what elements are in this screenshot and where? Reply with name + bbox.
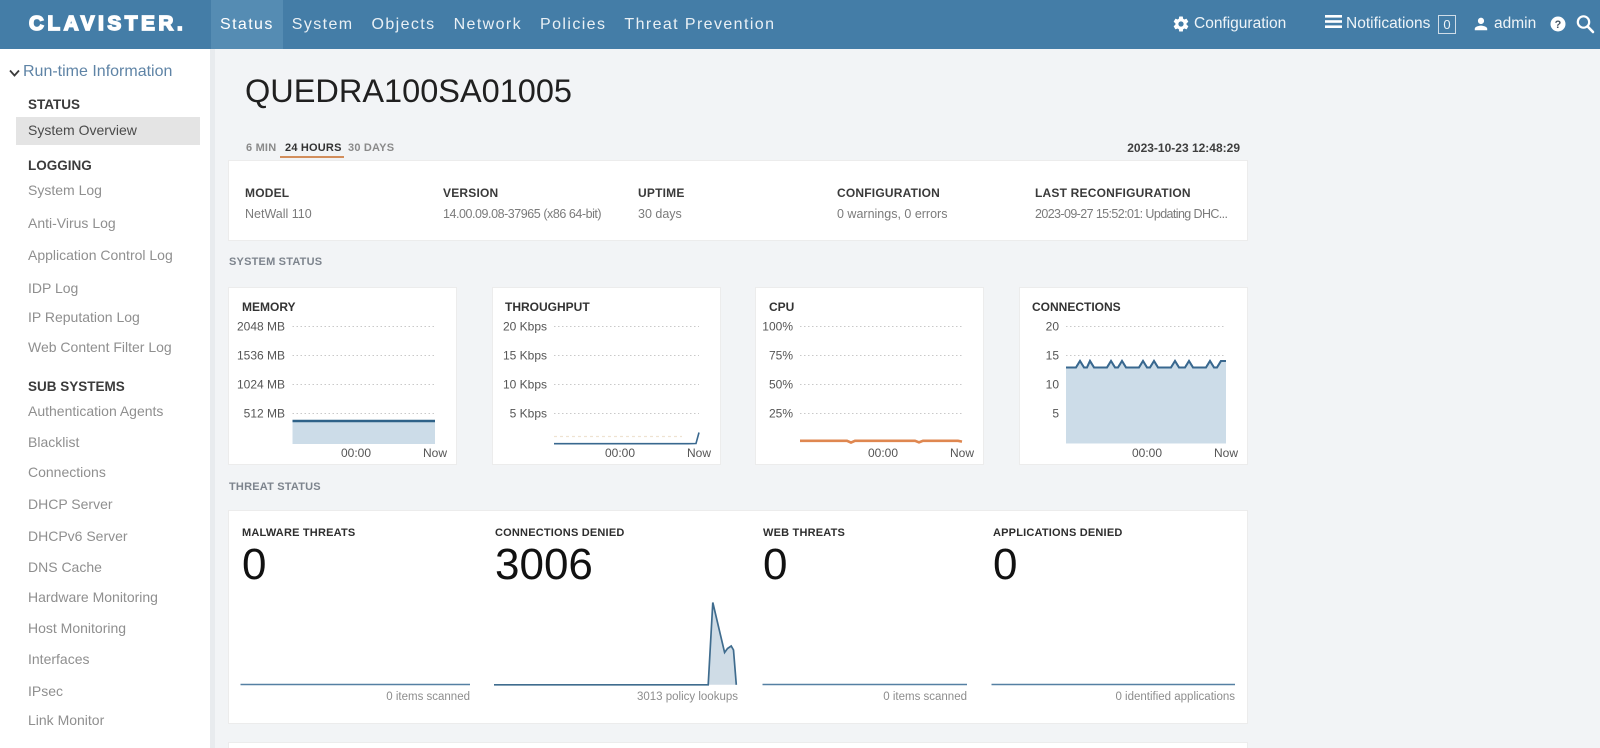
- svg-text:75%: 75%: [769, 349, 793, 363]
- svg-text:Now: Now: [950, 446, 974, 460]
- svg-text:00:00: 00:00: [604, 446, 634, 460]
- svg-text:15 Kbps: 15 Kbps: [502, 349, 546, 363]
- svg-text:Now: Now: [1213, 446, 1237, 460]
- svg-text:00:00: 00:00: [1131, 446, 1161, 460]
- svg-text:1024 MB: 1024 MB: [237, 378, 285, 392]
- svg-text:Now: Now: [686, 446, 710, 460]
- svg-text:5: 5: [1052, 407, 1059, 421]
- svg-text:00:00: 00:00: [341, 446, 371, 460]
- svg-text:100%: 100%: [762, 320, 793, 334]
- svg-text:15: 15: [1045, 349, 1059, 363]
- svg-text:20 Kbps: 20 Kbps: [502, 320, 546, 334]
- svg-text:00:00: 00:00: [868, 446, 898, 460]
- svg-text:512 MB: 512 MB: [244, 407, 285, 421]
- svg-text:10: 10: [1045, 378, 1059, 392]
- svg-text:5 Kbps: 5 Kbps: [509, 407, 546, 421]
- svg-text:Now: Now: [423, 446, 447, 460]
- svg-text:50%: 50%: [769, 378, 793, 392]
- svg-text:10 Kbps: 10 Kbps: [502, 378, 546, 392]
- svg-text:20: 20: [1045, 320, 1059, 334]
- svg-text:25%: 25%: [769, 407, 793, 421]
- svg-text:2048 MB: 2048 MB: [237, 320, 285, 334]
- svg-text:?: ?: [1555, 19, 1562, 31]
- svg-text:1536 MB: 1536 MB: [237, 349, 285, 363]
